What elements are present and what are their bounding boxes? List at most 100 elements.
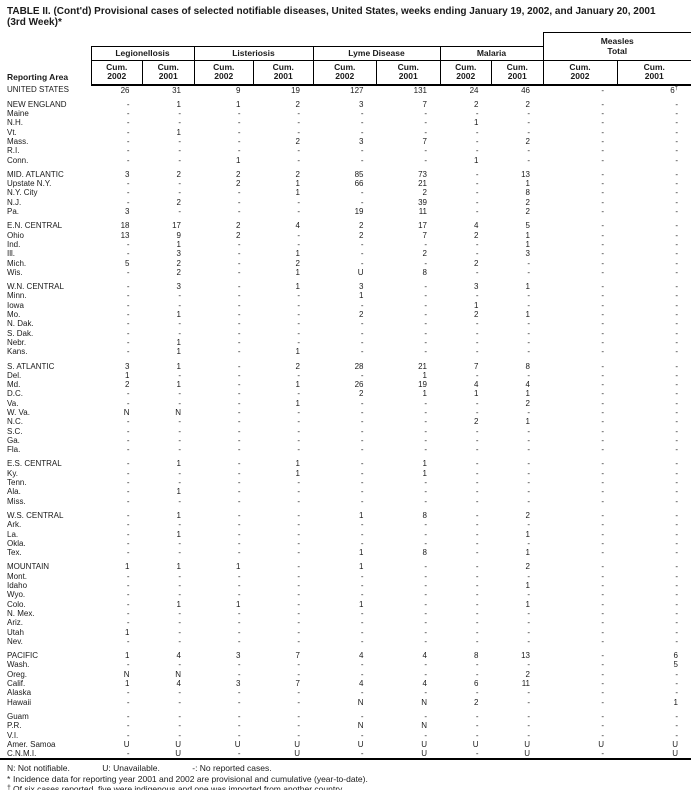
cell-value: 4	[359, 679, 364, 689]
cell-value: 1	[422, 389, 427, 399]
table-row: Oreg. N N - - - - - 2 - -	[0, 670, 691, 679]
cell-value: -	[601, 389, 604, 399]
cell-value: 13	[521, 651, 530, 661]
cell-value: U	[294, 739, 300, 749]
cell-value: 2	[525, 99, 530, 109]
cell-value: -	[475, 207, 479, 217]
column-header-cum-2001: Cum. 2001	[616, 60, 691, 86]
cell-value: 2	[176, 169, 181, 179]
cell-value: -	[178, 118, 181, 128]
cell-value: 6†	[670, 84, 678, 95]
cell-value: -	[475, 347, 479, 357]
cell-value: -	[360, 347, 364, 357]
cell-value: -	[360, 109, 364, 119]
cell-value: -	[297, 291, 300, 301]
group-header-measles-total: Measles Total	[542, 32, 691, 61]
cell-value: -	[527, 487, 530, 497]
cell-value: -	[237, 669, 241, 679]
cell-value: 131	[413, 85, 427, 95]
cell-value: -	[601, 258, 604, 268]
cell-value: -	[601, 538, 604, 548]
row-label: W.S. CENTRAL	[7, 510, 64, 520]
table-row: Ind. - 1 - - - - - 1 - -	[0, 240, 691, 249]
cell-value: -	[601, 478, 604, 488]
cell-value: -	[675, 529, 678, 539]
cell-value: 2	[359, 389, 364, 399]
cell-value: -	[237, 721, 241, 731]
cell-value: -	[424, 282, 427, 292]
cell-value: -	[424, 146, 427, 156]
cell-value: -	[675, 361, 678, 371]
column-header-cum-2001: Cum. 2001	[491, 60, 543, 86]
cell-value: 8	[525, 188, 530, 198]
cell-value: -	[178, 146, 181, 156]
cell-value: -	[475, 538, 479, 548]
cell-value: 2	[295, 136, 300, 146]
row-label: Upstate N.Y.	[7, 179, 52, 189]
cell-value: -	[601, 468, 604, 478]
cell-value: -	[424, 417, 427, 427]
cell-value: -	[297, 417, 300, 427]
cell-value: -	[475, 468, 479, 478]
cell-value: -	[360, 127, 364, 137]
cell-value: 13	[521, 169, 530, 179]
cell-value: -	[675, 188, 678, 198]
cell-value: -	[126, 136, 130, 146]
cell-value: -	[475, 520, 479, 530]
cell-value: 7	[295, 651, 300, 661]
cell-value: 26	[120, 85, 130, 95]
cell-value: -	[360, 197, 364, 207]
cell-value: -	[297, 608, 300, 618]
cell-value: -	[601, 548, 604, 558]
cell-value: -	[178, 636, 181, 646]
cell-value: -	[424, 127, 427, 137]
row-label: Hawaii	[7, 697, 32, 707]
cell-value: -	[126, 188, 130, 198]
cell-value: 46	[521, 85, 530, 95]
cell-value: -	[675, 267, 678, 277]
table-row: Maine - - - - - - - - - -	[0, 109, 691, 118]
cell-value: -	[527, 721, 530, 731]
cell-value: -	[126, 310, 130, 320]
cell-value: -	[297, 230, 300, 240]
cell-value: 4	[176, 679, 181, 689]
cell-value: -	[297, 146, 300, 156]
cell-value: 2	[295, 361, 300, 371]
row-label: S.C.	[7, 426, 23, 436]
table-row: Calif. 1 4 3 7 4 4 6 11 - -	[0, 679, 691, 688]
cell-value: -	[178, 590, 181, 600]
cell-value: -	[475, 608, 479, 618]
cell-value: 2	[474, 417, 479, 427]
cell-value: -	[360, 487, 364, 497]
row-label: N.J.	[7, 197, 22, 207]
cell-value: -	[237, 258, 241, 268]
cell-value: -	[237, 660, 241, 670]
cell-value: -	[360, 426, 364, 436]
cell-value: -	[601, 711, 604, 721]
cell-value: -	[601, 730, 604, 740]
cell-value: -	[178, 155, 181, 165]
cell-value: 1	[359, 599, 364, 609]
row-label: Ga.	[7, 435, 20, 445]
table-row: W. Va. N N - - - - - - - -	[0, 408, 691, 417]
table-row: E.S. CENTRAL - 1 - 1 - 1 - - - -	[0, 459, 691, 468]
cell-value: -	[475, 459, 479, 469]
cell-value: -	[424, 618, 427, 628]
cell-value: -	[601, 520, 604, 530]
cell-value: -	[178, 300, 181, 310]
cell-value: -	[527, 711, 530, 721]
cell-value: -	[675, 468, 678, 478]
cell-value: -	[475, 179, 479, 189]
cell-value: -	[360, 188, 364, 198]
cell-value: -	[475, 571, 479, 581]
cell-value: -	[601, 188, 604, 198]
cell-value: -	[675, 627, 678, 637]
cell-value: 1	[422, 370, 427, 380]
table-row: D.C. - - - - 2 1 1 1 - -	[0, 389, 691, 398]
cell-value: -	[297, 426, 300, 436]
cell-value: -	[475, 496, 479, 506]
cell-value: 5	[673, 660, 678, 670]
cell-value: -	[675, 711, 678, 721]
cell-value: U	[421, 749, 427, 759]
cell-value: 1	[295, 249, 300, 259]
